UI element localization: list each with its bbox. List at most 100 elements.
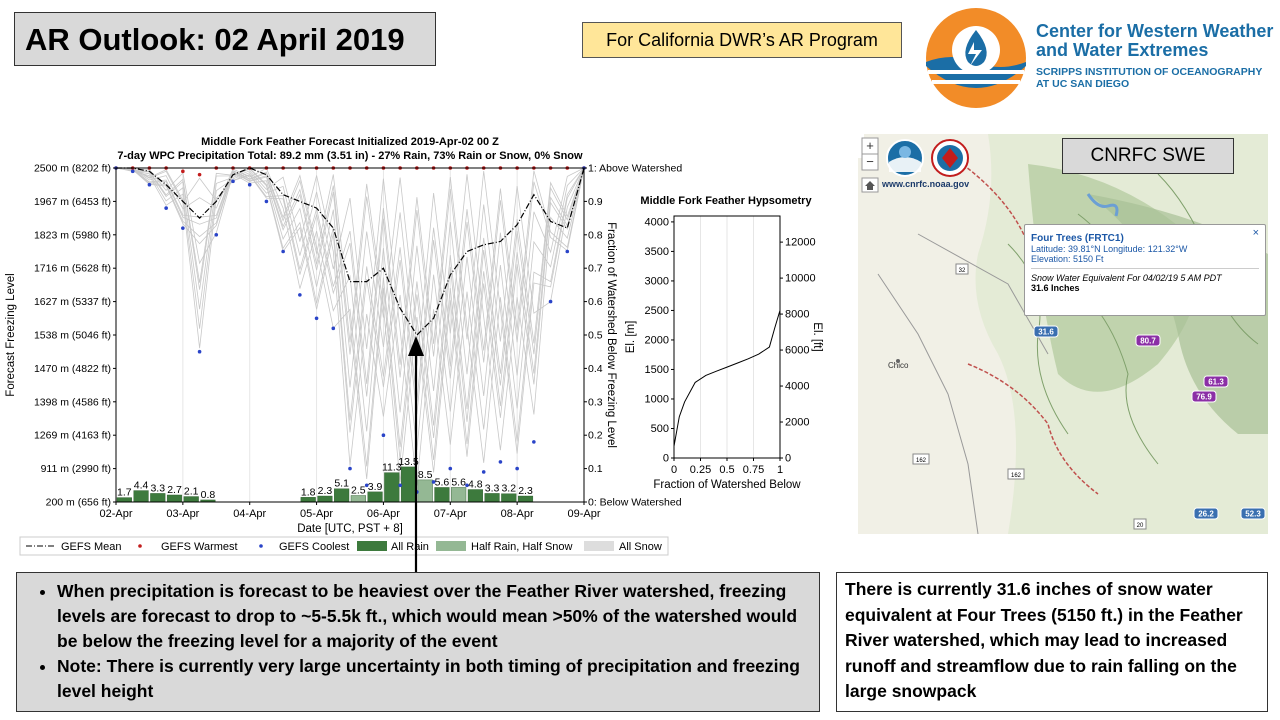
y-tick-label: 911 m (2990 ft) [41, 463, 111, 475]
svg-text:80.7: 80.7 [1140, 337, 1156, 346]
hyps-y2-tick-label: 8000 [785, 309, 809, 321]
hyps-y-tick-label: 1500 [645, 364, 669, 376]
org-name-line1: Center for Western Weather [1036, 21, 1274, 41]
x-tick-label: 03-Apr [166, 508, 199, 520]
hyps-y2-tick-label: 0 [785, 453, 791, 465]
legend-coolest-label: GEFS Coolest [279, 541, 349, 553]
precip-bar-label: 1.7 [117, 487, 132, 499]
legend-mean-label: GEFS Mean [61, 541, 122, 553]
y2-tick-label: 0.1 [588, 463, 603, 475]
precip-bar [451, 487, 467, 503]
forecast-chart-panel: Middle Fork Feather Forecast Initialized… [0, 134, 850, 558]
legend-warmest-swatch [138, 544, 142, 548]
y-tick-label: 1269 m (4163 ft) [34, 430, 111, 442]
svg-text:162: 162 [1011, 473, 1022, 479]
y2-tick-label: 0: Below Watershed [588, 497, 682, 509]
close-icon[interactable]: × [1252, 227, 1259, 239]
chart-subtitle: 7-day WPC Precipitation Total: 89.2 mm (… [117, 150, 583, 162]
station-marker-3[interactable]: 61.3 [1203, 375, 1229, 388]
coolest-point [498, 460, 503, 464]
precip-bar-label: 5.6 [451, 476, 466, 488]
y2-tick-label: 0.9 [588, 196, 603, 208]
y-tick-label: 1470 m (4822 ft) [34, 363, 111, 375]
hyps-x-label: Fraction of Watershed Below [653, 479, 801, 491]
popup-coords: Latitude: 39.81°N Longitude: 121.32°W [1031, 244, 1188, 254]
hyps-x-tick-label: 1 [777, 464, 783, 476]
cw3e-emblem-icon [926, 8, 1026, 108]
coolest-point [214, 233, 219, 237]
ensemble-member-line [115, 167, 585, 466]
legend-mixed-label: Half Rain, Half Snow [471, 541, 573, 553]
hyps-y-tick-label: 2000 [645, 334, 669, 346]
legend-coolest-swatch [259, 544, 263, 548]
precip-bar-label: 2.3 [518, 485, 533, 497]
hyps-x-tick-label: 0 [671, 464, 677, 476]
town-marker [896, 359, 900, 363]
precip-bar [484, 493, 500, 503]
popup-title: Four Trees (FRTC1) [1031, 233, 1124, 244]
map-zoom-controls[interactable]: + − [861, 137, 879, 193]
precip-bar [150, 493, 166, 503]
road-shield-162a: 162 [912, 453, 930, 465]
zoom-in-icon: + [866, 138, 874, 153]
station-marker-2[interactable]: 80.7 [1135, 334, 1161, 347]
chart-title: Middle Fork Feather Forecast Initialized… [201, 136, 499, 148]
noaa-logo [886, 139, 924, 177]
org-parent-line1: SCRIPPS INSTITUTION OF OCEANOGRAPHY [1036, 66, 1263, 78]
precip-bar-label: 0.8 [201, 489, 216, 501]
legend-warmest-label: GEFS Warmest [161, 541, 238, 553]
cnrfc-swe-map[interactable]: + − www.cnrfc.noaa.gov Chico 32 162 162 … [858, 134, 1268, 534]
coolest-point [281, 249, 285, 254]
org-parent-line2: AT UC SAN DIEGO [1036, 78, 1130, 90]
precip-bar [133, 490, 149, 503]
popup-caption: Snow Water Equivalent For 04/02/19 5 AM … [1031, 273, 1222, 283]
hyps-x-tick-label: 0.5 [719, 464, 734, 476]
org-name-line2: and Water Extremes [1036, 40, 1209, 60]
y-tick-label: 1716 m (5628 ft) [34, 263, 111, 275]
ensemble-member-line [115, 167, 585, 451]
coolest-point [164, 206, 168, 210]
station-marker-four-trees[interactable]: 31.6 [1033, 325, 1059, 338]
freezing-level-chart: Middle Fork Feather Forecast Initialized… [5, 136, 823, 556]
station-marker-6[interactable]: 52.3 [1240, 507, 1266, 520]
precip-bar-label: 3.9 [368, 481, 383, 493]
precip-bar-label: 2.5 [351, 485, 366, 497]
coolest-point [147, 182, 152, 187]
cnrfc-swe-label: CNRFC SWE [1062, 138, 1234, 174]
precip-bar-label: 2.3 [318, 485, 333, 497]
precip-bar-label: 4.4 [134, 480, 149, 492]
x-tick-label: 08-Apr [501, 508, 534, 520]
program-label: For California DWR’s AR Program [582, 22, 902, 58]
coolest-point [264, 199, 269, 204]
hyps-y2-tick-label: 6000 [785, 345, 809, 357]
coolest-point [431, 480, 436, 484]
hyps-y-tick-label: 0 [663, 453, 669, 465]
y2-tick-label: 0.6 [588, 296, 603, 308]
hyps-x-tick-label: 0.25 [690, 464, 711, 476]
ensemble-member-line [115, 167, 585, 432]
precip-bar-label: 11.3 [382, 462, 402, 474]
hyps-y-tick-label: 2500 [645, 305, 669, 317]
ensemble-member-line [115, 167, 585, 486]
x-axis-label: Date [UTC, PST + 8] [297, 523, 403, 535]
precip-bar-label: 2.7 [167, 484, 182, 496]
station-marker-4[interactable]: 76.9 [1191, 390, 1217, 403]
swe-summary: There is currently 31.6 inches of snow w… [836, 572, 1268, 712]
svg-text:26.2: 26.2 [1198, 510, 1214, 519]
coolest-point [247, 182, 252, 187]
terrain-map: + − www.cnrfc.noaa.gov Chico 32 162 162 … [858, 134, 1268, 534]
hyps-y2-label: El. [ft] [811, 322, 823, 351]
warmest-point [197, 172, 202, 177]
x-tick-label: 05-Apr [300, 508, 333, 520]
note-bullet-1: When precipitation is forecast to be hea… [57, 579, 809, 654]
station-marker-5[interactable]: 26.2 [1193, 507, 1219, 520]
legend-rain-label: All Rain [391, 541, 429, 553]
coolest-point [130, 169, 135, 174]
cnrfc-url[interactable]: www.cnrfc.noaa.gov [881, 179, 969, 189]
precip-bar-label: 1.8 [301, 486, 316, 498]
y-tick-label: 1967 m (6453 ft) [34, 196, 111, 208]
zoom-out-button[interactable] [861, 153, 879, 171]
precip-bar-label: 3.2 [501, 483, 516, 495]
y-tick-label: 1823 m (5980 ft) [34, 229, 111, 241]
hyps-y-tick-label: 1000 [645, 393, 669, 405]
